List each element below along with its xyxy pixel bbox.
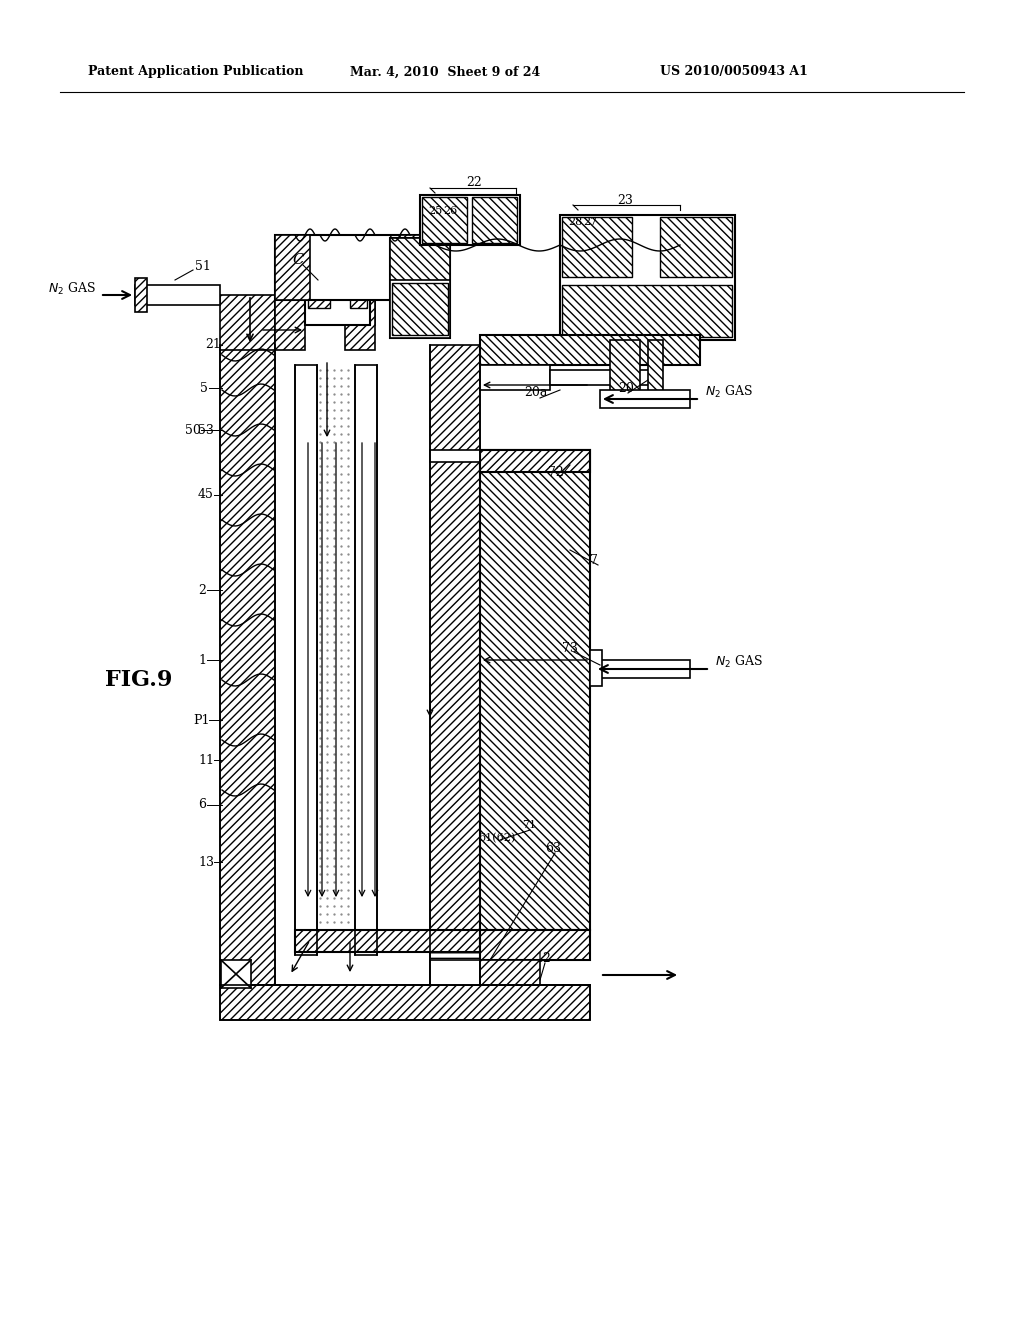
Bar	[420, 195, 520, 246]
Text: 2: 2	[198, 583, 206, 597]
Bar	[600, 389, 690, 408]
Bar	[430, 450, 480, 462]
Bar	[135, 285, 220, 305]
Bar	[390, 238, 450, 282]
Bar	[480, 450, 590, 931]
Text: 51: 51	[195, 260, 211, 272]
Text: 12: 12	[535, 952, 551, 965]
Text: 13: 13	[198, 855, 214, 869]
Text: US 2010/0050943 A1: US 2010/0050943 A1	[660, 66, 808, 78]
Bar	[305, 255, 370, 325]
Text: 72: 72	[548, 466, 564, 479]
Bar	[355, 366, 377, 954]
Text: 28: 28	[568, 216, 583, 227]
Bar	[295, 931, 480, 952]
Text: 23: 23	[617, 194, 633, 206]
Text: 45: 45	[198, 488, 214, 502]
Text: $N_2$ GAS: $N_2$ GAS	[48, 281, 96, 297]
Bar	[295, 366, 317, 954]
Bar	[610, 341, 640, 400]
Bar	[275, 294, 305, 350]
Bar	[135, 279, 147, 312]
Text: 5: 5	[200, 381, 208, 395]
Text: 1: 1	[198, 653, 206, 667]
Text: 22: 22	[466, 177, 481, 190]
Bar	[220, 985, 590, 1020]
Text: 73: 73	[562, 642, 578, 655]
Bar	[480, 960, 540, 985]
Bar	[275, 235, 435, 300]
Text: 27: 27	[583, 216, 597, 227]
Text: 61(62): 61(62)	[478, 833, 515, 843]
Bar	[472, 197, 517, 243]
Bar	[308, 257, 330, 308]
Bar	[345, 294, 375, 350]
Text: 20a: 20a	[524, 387, 548, 400]
Bar	[595, 660, 690, 678]
Text: 50: 50	[185, 424, 201, 437]
Bar	[590, 649, 602, 686]
Text: C: C	[292, 253, 304, 267]
Bar	[480, 366, 550, 389]
Bar	[480, 335, 700, 366]
Bar	[295, 931, 480, 952]
Bar	[480, 931, 590, 960]
Text: FIG.9: FIG.9	[105, 669, 172, 690]
Bar	[562, 216, 632, 277]
Bar	[560, 215, 735, 341]
Text: 21: 21	[205, 338, 221, 351]
Text: 26: 26	[443, 206, 458, 216]
Text: 71: 71	[522, 820, 537, 830]
Text: 11: 11	[198, 754, 214, 767]
Bar	[660, 216, 732, 277]
Text: 63: 63	[545, 842, 561, 854]
Bar	[562, 285, 732, 337]
Bar	[350, 257, 367, 308]
Text: $N_2$ GAS: $N_2$ GAS	[705, 384, 753, 400]
Bar	[480, 450, 590, 473]
Bar	[430, 960, 480, 985]
Text: 20: 20	[618, 381, 634, 395]
Bar	[430, 345, 480, 985]
Bar	[480, 335, 700, 366]
Bar	[275, 235, 310, 300]
Bar	[390, 238, 450, 338]
Text: $N_2$ GAS: $N_2$ GAS	[715, 653, 763, 671]
Bar	[648, 341, 663, 400]
Bar	[220, 345, 275, 985]
Bar	[430, 952, 490, 962]
Bar	[221, 960, 251, 987]
Text: Patent Application Publication: Patent Application Publication	[88, 66, 303, 78]
Text: 7: 7	[590, 553, 598, 566]
Bar	[392, 282, 449, 335]
Bar	[220, 294, 275, 350]
Bar	[480, 450, 590, 473]
Bar	[480, 450, 590, 931]
Bar	[480, 931, 590, 960]
Bar	[422, 197, 467, 243]
Text: Mar. 4, 2010  Sheet 9 of 24: Mar. 4, 2010 Sheet 9 of 24	[350, 66, 541, 78]
Text: 6: 6	[198, 799, 206, 812]
Bar	[400, 235, 435, 300]
Bar	[550, 370, 660, 385]
Bar	[390, 280, 450, 338]
Text: P1: P1	[193, 714, 210, 726]
Bar	[275, 294, 375, 325]
Text: 53: 53	[198, 424, 214, 437]
Text: 25: 25	[428, 206, 442, 216]
Bar	[220, 985, 590, 1020]
